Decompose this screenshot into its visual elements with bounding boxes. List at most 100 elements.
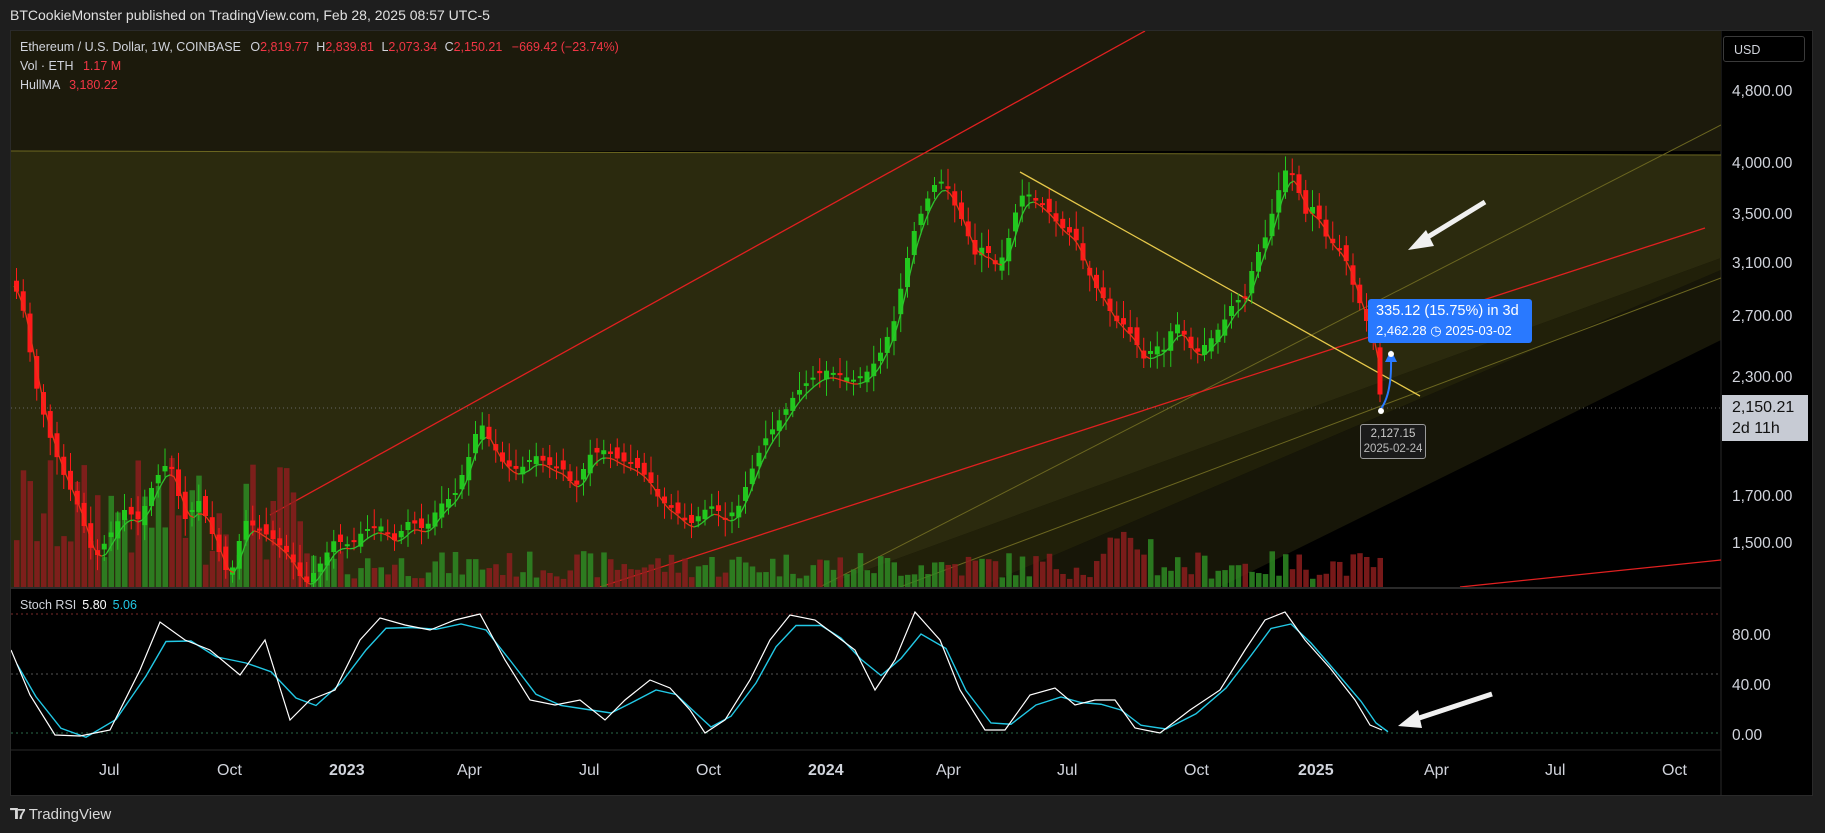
hull-segment (77, 502, 83, 514)
hull-segment (173, 476, 179, 486)
time-tick: 2025 (1298, 762, 1334, 779)
hull-segment (89, 536, 95, 549)
hull-segment (161, 476, 167, 484)
volume-bar (709, 556, 715, 587)
hull-segment (225, 564, 231, 572)
hull-segment (157, 483, 163, 492)
volume-bar (790, 573, 796, 587)
candle-body (324, 552, 330, 566)
hull-segment (1161, 350, 1167, 355)
hull-segment (261, 534, 267, 538)
volume-bar (1316, 574, 1323, 587)
candle-body (284, 545, 289, 552)
hull-segment (65, 474, 71, 485)
hull-segment (1125, 330, 1131, 335)
hull-segment (293, 562, 299, 571)
hull-segment (761, 453, 767, 463)
hull-segment (813, 383, 819, 388)
hull-segment (393, 539, 399, 542)
stoch-k-line (11, 610, 1383, 737)
volume-bar (905, 574, 911, 587)
volume-bar (176, 515, 182, 587)
volume-bar (999, 577, 1005, 587)
volume-bar (621, 564, 627, 587)
candle-body (614, 447, 620, 459)
candle-body (581, 469, 586, 480)
volume-bar (196, 475, 202, 587)
time-tick: Oct (696, 762, 721, 779)
volume-bar (844, 574, 850, 587)
hull-segment (289, 557, 295, 564)
close-value: 2,150.21 (453, 40, 503, 54)
candle-body (513, 465, 519, 469)
hull-segment (213, 532, 219, 544)
candle-body (1222, 319, 1228, 336)
hull-segment (1269, 227, 1275, 241)
hull-segment (721, 516, 727, 520)
candle-body (1229, 306, 1234, 317)
hull-segment (45, 412, 51, 428)
hull-segment (513, 471, 519, 475)
hull-segment (617, 461, 623, 465)
candle-body (277, 538, 283, 546)
candle-body (783, 409, 789, 415)
hullma-label[interactable]: HullMA (20, 78, 60, 92)
hullma-value: 3,180.22 (69, 78, 118, 92)
volume-label[interactable]: Vol · ETH (20, 59, 74, 73)
hull-segment (1377, 357, 1383, 379)
hull-segment (81, 512, 87, 525)
candle-body (439, 503, 445, 518)
hull-segment (149, 499, 155, 511)
hull-segment (1205, 349, 1211, 355)
volume-bar (992, 561, 999, 587)
candle-body (520, 466, 526, 475)
stoch-rsi-label[interactable]: Stoch RSI (20, 598, 77, 612)
volume-bar (1377, 557, 1383, 587)
hull-segment (1193, 349, 1199, 355)
volume-bar (884, 557, 891, 587)
volume-bar (115, 512, 121, 587)
chart-legend: Ethereum / U.S. Dollar, 1W, COINBASE O2,… (20, 38, 619, 95)
candle-body (1202, 345, 1207, 355)
hull-segment (1293, 180, 1299, 187)
hull-segment (1241, 301, 1247, 309)
footer-brand[interactable]: ⅂7 TradingView (0, 797, 1825, 833)
volume-bar (459, 574, 465, 587)
volume-bar (1053, 569, 1059, 587)
volume-bar (392, 564, 398, 587)
channel-top-line (819, 124, 1721, 587)
hull-segment (117, 527, 123, 535)
hull-segment (1225, 322, 1231, 331)
hull-segment (1273, 214, 1279, 229)
candle-body (898, 288, 904, 315)
hull-segment (325, 560, 331, 568)
candle-body (365, 529, 370, 531)
hull-segment (417, 529, 423, 532)
hull-segment (113, 533, 119, 542)
candle-body (1323, 219, 1329, 237)
hull-segment (981, 253, 987, 258)
measure-tooltip[interactable]: 335.12 (15.75%) in 3d 2,462.28 ◷ 2025-03… (1368, 299, 1532, 343)
volume-bar (716, 576, 722, 587)
hull-segment (477, 439, 483, 447)
hull-segment (677, 515, 683, 520)
high-value: 2,839.81 (325, 40, 374, 54)
currency-button[interactable]: USD (1723, 36, 1805, 62)
volume-bar (1175, 557, 1181, 587)
hull-segment (1257, 261, 1263, 274)
symbol-title[interactable]: Ethereum / U.S. Dollar, 1W, COINBASE (20, 40, 241, 54)
hull-segment (397, 539, 403, 542)
volume-bar (729, 559, 735, 587)
hull-segment (1357, 290, 1363, 303)
candle-body (1094, 274, 1099, 288)
volume-bar (1222, 570, 1228, 587)
hull-segment (1177, 334, 1183, 338)
candle-body (95, 550, 100, 555)
stoch-d-value: 5.06 (112, 598, 137, 612)
hull-segment (957, 207, 963, 217)
candle-body (74, 490, 80, 505)
volume-bar (1357, 553, 1363, 587)
hull-segment (409, 529, 415, 534)
candle-body (587, 454, 593, 474)
